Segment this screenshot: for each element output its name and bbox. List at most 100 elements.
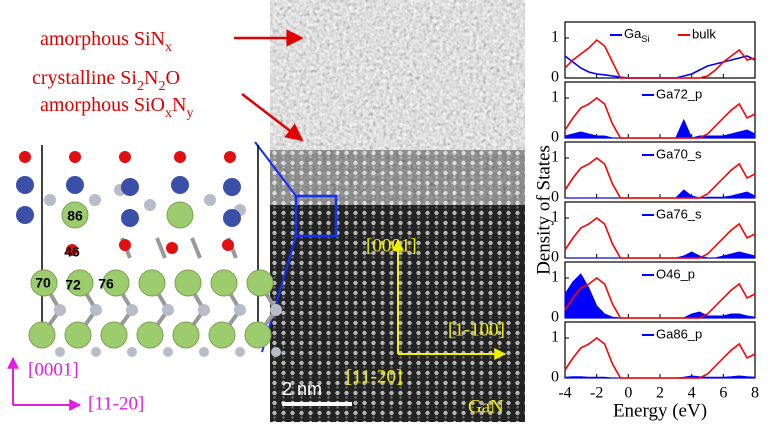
panel-frame — [564, 21, 756, 79]
direction-label: [0001] — [28, 359, 79, 380]
x-tick-label: 2 — [656, 385, 664, 402]
dos-line — [564, 336, 756, 379]
tem-image: [0001] [1-100] [11-20] 2 nm GaN — [270, 0, 525, 422]
x-tick-label: 0 — [624, 385, 632, 402]
text-part: y — [186, 106, 193, 121]
ga-atom — [244, 321, 272, 349]
text-part: x — [165, 106, 172, 121]
atom-label: 72 — [65, 277, 81, 293]
y-tick-label: 0 — [551, 369, 559, 386]
annotation: amorphous SiNx — [40, 28, 172, 55]
x-tick-label: 8 — [751, 385, 759, 402]
zoom-box — [294, 194, 338, 238]
o-atom — [119, 151, 131, 163]
y-tick-label: 0 — [551, 129, 559, 146]
dos-line — [564, 216, 756, 259]
text-part: 2 — [137, 79, 144, 94]
n-atom — [55, 347, 65, 357]
direction-label: [11-20] — [88, 393, 144, 414]
atomic-model: 86 46 70 72 76 — [16, 145, 282, 357]
text-part: O — [165, 67, 179, 89]
n-atom — [223, 209, 241, 227]
n-atom — [223, 178, 241, 196]
annotation: crystalline Si2N2O — [32, 67, 180, 94]
n-atom — [171, 176, 189, 194]
ga-atom — [66, 269, 94, 297]
ga-atom — [172, 321, 200, 349]
text-part: amorphous SiN — [40, 28, 165, 50]
ga-atom — [64, 321, 92, 349]
ga-atom — [174, 269, 202, 297]
n-atom — [270, 304, 282, 316]
zoom-connector — [254, 141, 297, 197]
text-part: crystalline Si — [32, 67, 137, 89]
y-tick-label: 0 — [551, 189, 559, 206]
dos-line — [564, 96, 756, 139]
n-atom — [162, 304, 174, 316]
legend-label: Ga86_p — [656, 326, 702, 341]
n-atom — [235, 347, 245, 357]
bond — [190, 237, 202, 259]
y-tick-label: 1 — [551, 209, 559, 226]
bond — [155, 237, 167, 259]
n-atom — [89, 194, 101, 206]
ga-atom — [102, 269, 130, 297]
n-atom — [66, 176, 84, 194]
n-atom — [121, 178, 139, 196]
n-atom — [234, 304, 246, 316]
atom-label: 46 — [64, 244, 80, 260]
direction-label: [0001] — [366, 235, 417, 256]
o-atom — [19, 151, 31, 163]
x-tick-label: 6 — [719, 385, 727, 402]
x-tick-label: -4 — [558, 385, 571, 402]
ga-atom — [210, 269, 238, 297]
ga-atom — [208, 321, 236, 349]
n-atom — [90, 304, 102, 316]
n-atom — [121, 209, 139, 227]
direction-label: [11-20] — [346, 366, 402, 387]
ga-atom — [246, 269, 274, 297]
annotation-arrow — [241, 93, 304, 142]
legend-label: O46_p — [656, 266, 695, 281]
n-atom — [271, 347, 281, 357]
ga-atom — [166, 201, 194, 229]
o-atom — [119, 239, 131, 251]
ga-atom — [138, 269, 166, 297]
dos-line — [564, 156, 756, 199]
x-axis-label: Energy (eV) — [613, 400, 707, 421]
scale-bar-label: 2 nm — [282, 379, 322, 399]
x-tick-label: 4 — [688, 385, 696, 402]
o-atom — [66, 244, 78, 256]
legend-label: bulk — [692, 26, 716, 41]
legend-label: Ga72_p — [656, 86, 702, 101]
n-atom — [91, 347, 101, 357]
text-part: amorphous SiO — [40, 94, 165, 116]
ga-atom — [28, 321, 56, 349]
text-part: 2 — [158, 79, 165, 94]
y-tick-label: 1 — [551, 149, 559, 166]
ga-atom — [61, 201, 89, 229]
n-atom — [16, 206, 34, 224]
y-tick-label: 0 — [551, 69, 559, 86]
y-tick-label: 1 — [551, 89, 559, 106]
n-atom — [16, 176, 34, 194]
scale-bar — [282, 402, 352, 406]
text-part: Ga — [624, 26, 642, 41]
ga-atom — [136, 321, 164, 349]
text-part: Si — [641, 34, 649, 44]
y-axis-label: Density of States — [533, 145, 554, 275]
material-label: GaN — [468, 396, 504, 417]
y-tick-label: 1 — [551, 269, 559, 286]
n-atom — [54, 304, 66, 316]
n-atom — [144, 199, 156, 211]
y-tick-label: 1 — [551, 29, 559, 46]
n-atom — [204, 194, 216, 206]
legend-label: GaSi — [624, 26, 649, 44]
dos-line — [564, 38, 756, 79]
dos-line — [564, 276, 756, 319]
n-atom — [198, 304, 210, 316]
atom-label: 76 — [98, 276, 114, 292]
atom-label: 70 — [35, 275, 51, 291]
o-atom — [174, 151, 186, 163]
